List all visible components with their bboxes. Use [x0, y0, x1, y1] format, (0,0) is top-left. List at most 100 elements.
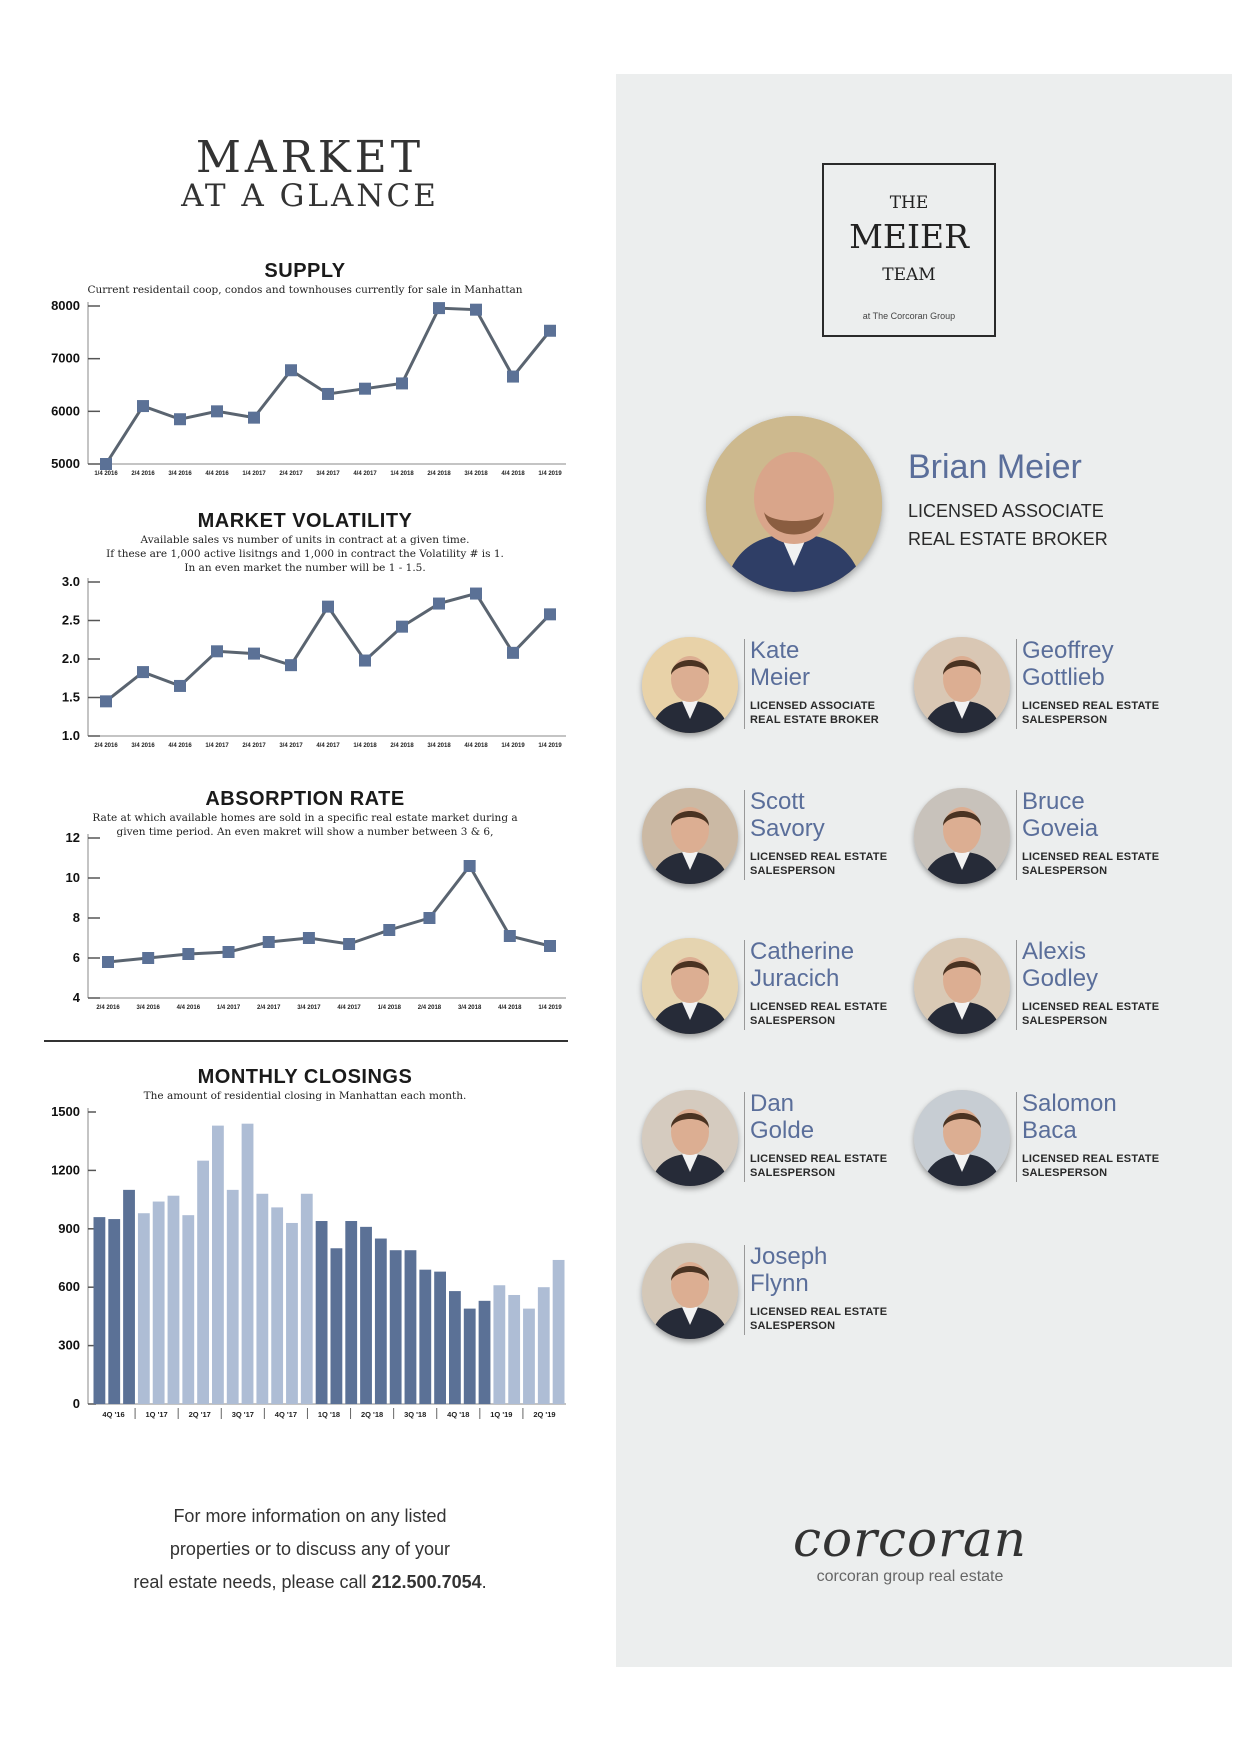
agent-last-name: Godley	[1022, 965, 1099, 992]
y-tick-label: 0	[73, 1396, 80, 1411]
x-tick-label: 2/4 2018	[418, 1005, 442, 1011]
agent-card: Kate Meier LICENSED ASSOCIATE REAL ESTATE B…	[642, 637, 932, 747]
y-tick-label: 8	[73, 910, 80, 925]
bar	[315, 1221, 328, 1404]
lead-agent-title: LICENSED ASSOCIATE REAL ESTATE BROKER	[908, 497, 1148, 553]
contact-info: For more information on any listed prope…	[60, 1500, 560, 1599]
agent-last-name: Golde	[750, 1117, 815, 1144]
agent-divider	[1016, 639, 1017, 729]
section-divider	[44, 1040, 568, 1042]
agent-divider	[1016, 940, 1017, 1030]
volatility-subtitle-line: In an even market the number will be 1 -…	[184, 562, 426, 574]
bar	[182, 1215, 195, 1404]
bar	[226, 1189, 239, 1404]
agent-divider	[1016, 1092, 1017, 1182]
agent-role-line: SALESPERSON	[750, 1015, 836, 1027]
y-tick-label: 8000	[51, 298, 80, 313]
bar	[537, 1287, 550, 1404]
contact-line: properties or to discuss any of your	[169, 1539, 451, 1559]
closings-chart-title: MONTHLY CLOSINGS	[197, 1066, 413, 1088]
x-tick-label: 4Q '18	[447, 1410, 469, 1419]
y-tick-label: 5000	[51, 456, 80, 471]
agent-role-line: LICENSED REAL ESTATE	[750, 1001, 888, 1013]
agent-photo	[642, 1090, 738, 1186]
volatility-chart-subtitle: Available sales vs number of units in co…	[40, 533, 570, 575]
data-point	[174, 679, 186, 692]
closings-subtitle-line: The amount of residential closing in Man…	[143, 1090, 467, 1102]
volatility-chart: 1.0 1.5 2.0 2.5 3.0 2/4 2016 3/4 2016 4/4 2016 1…	[62, 574, 566, 749]
phone-number[interactable]: 212.500.7054	[371, 1572, 482, 1592]
agent-photo	[914, 637, 1010, 733]
absorption-subtitle-line: given time period. An even makret will s…	[116, 826, 494, 838]
absorption-chart-subtitle: Rate at which available homes are sold i…	[40, 811, 570, 839]
bar	[93, 1217, 106, 1404]
x-tick-label: 4/4 2016	[205, 471, 229, 477]
agent-card: Salomon Baca LICENSED REAL ESTATE SALESPERS…	[914, 1090, 1204, 1200]
bar	[478, 1300, 491, 1404]
meier-team-logo: THE MEIER TEAM at The Corcoran Group	[822, 163, 996, 337]
data-point	[396, 377, 408, 390]
person-portrait-icon	[914, 938, 1010, 1034]
volatility-subtitle-line: Available sales vs number of units in co…	[140, 534, 470, 546]
data-point	[262, 936, 275, 948]
agent-role-line: LICENSED REAL ESTATE	[750, 1153, 888, 1165]
x-tick-label: 4/4 2016	[168, 743, 192, 749]
agent-photo	[642, 637, 738, 733]
x-tick-label: 3/4 2018	[464, 471, 488, 477]
y-tick-label: 1200	[51, 1162, 80, 1177]
agent-role: LICENSED REAL ESTATE SALESPERSON	[1022, 1000, 1202, 1028]
data-point	[285, 659, 297, 672]
y-tick-label: 7000	[51, 351, 80, 366]
bar	[419, 1269, 432, 1404]
data-point	[322, 387, 334, 400]
x-tick-label: 3/4 2017	[279, 743, 303, 749]
x-tick-label: 1/4 2018	[378, 1005, 402, 1011]
agent-role-line: SALESPERSON	[1022, 865, 1108, 877]
x-tick-label: 1/4 2016	[94, 471, 118, 477]
x-tick-label: 4Q '16	[102, 1410, 124, 1419]
bar	[271, 1207, 284, 1404]
contact-line: For more information on any listed	[173, 1506, 447, 1526]
bar	[404, 1250, 417, 1404]
data-point	[100, 695, 112, 708]
agent-last-name: Goveia	[1022, 815, 1099, 842]
supply-chart-title: SUPPLY	[264, 260, 346, 282]
agent-first-name: Scott	[750, 788, 805, 815]
data-point	[343, 938, 356, 950]
logo-subtitle: at The Corcoran Group	[862, 311, 956, 321]
agent-first-name: Bruce	[1022, 788, 1085, 815]
corcoran-tagline: corcoran group real estate	[816, 1568, 1004, 1585]
bar	[434, 1271, 446, 1404]
bar	[152, 1201, 165, 1404]
agent-role: LICENSED REAL ESTATE SALESPERSON	[750, 1000, 930, 1028]
volatility-subtitle-line: If these are 1,000 active lisitngs and 1…	[106, 548, 504, 560]
y-tick-label: 6000	[51, 403, 80, 418]
y-tick-label: 2.5	[62, 613, 80, 628]
x-tick-label: 1/4 2017	[217, 1005, 241, 1011]
logo-team: TEAM	[882, 265, 936, 285]
x-tick-label: 1/4 2017	[205, 743, 229, 749]
bar	[167, 1195, 180, 1404]
agent-first-name: Geoffrey	[1022, 637, 1114, 664]
agent-role-line: SALESPERSON	[1022, 714, 1108, 726]
contact-line: real estate needs, please call 212.500.7…	[60, 1566, 560, 1599]
contact-line-text: real estate needs, please call	[133, 1572, 372, 1592]
x-tick-label: 1/4 2018	[390, 471, 414, 477]
agent-card: Dan Golde LICENSED REAL ESTATE SALESPERSON	[642, 1090, 932, 1200]
agent-divider	[744, 790, 745, 880]
y-tick-label: 1.5	[62, 690, 80, 705]
data-point	[433, 302, 445, 315]
agent-divider	[1016, 790, 1017, 880]
bar	[137, 1213, 150, 1404]
person-portrait-icon	[914, 637, 1010, 733]
agent-card: Geoffrey Gottlieb LICENSED REAL ESTATE SALE…	[914, 637, 1204, 747]
data-point	[137, 666, 149, 679]
x-tick-label: 2/4 2018	[390, 743, 414, 749]
y-tick-label: 12	[66, 830, 80, 845]
x-tick-label: 1/4 2019	[501, 743, 525, 749]
data-point	[463, 860, 476, 872]
agent-photo	[642, 788, 738, 884]
bar	[256, 1193, 269, 1404]
agent-role-line: LICENSED REAL ESTATE	[750, 1306, 888, 1318]
page-subtitle: AT A GLANCE	[181, 178, 439, 214]
